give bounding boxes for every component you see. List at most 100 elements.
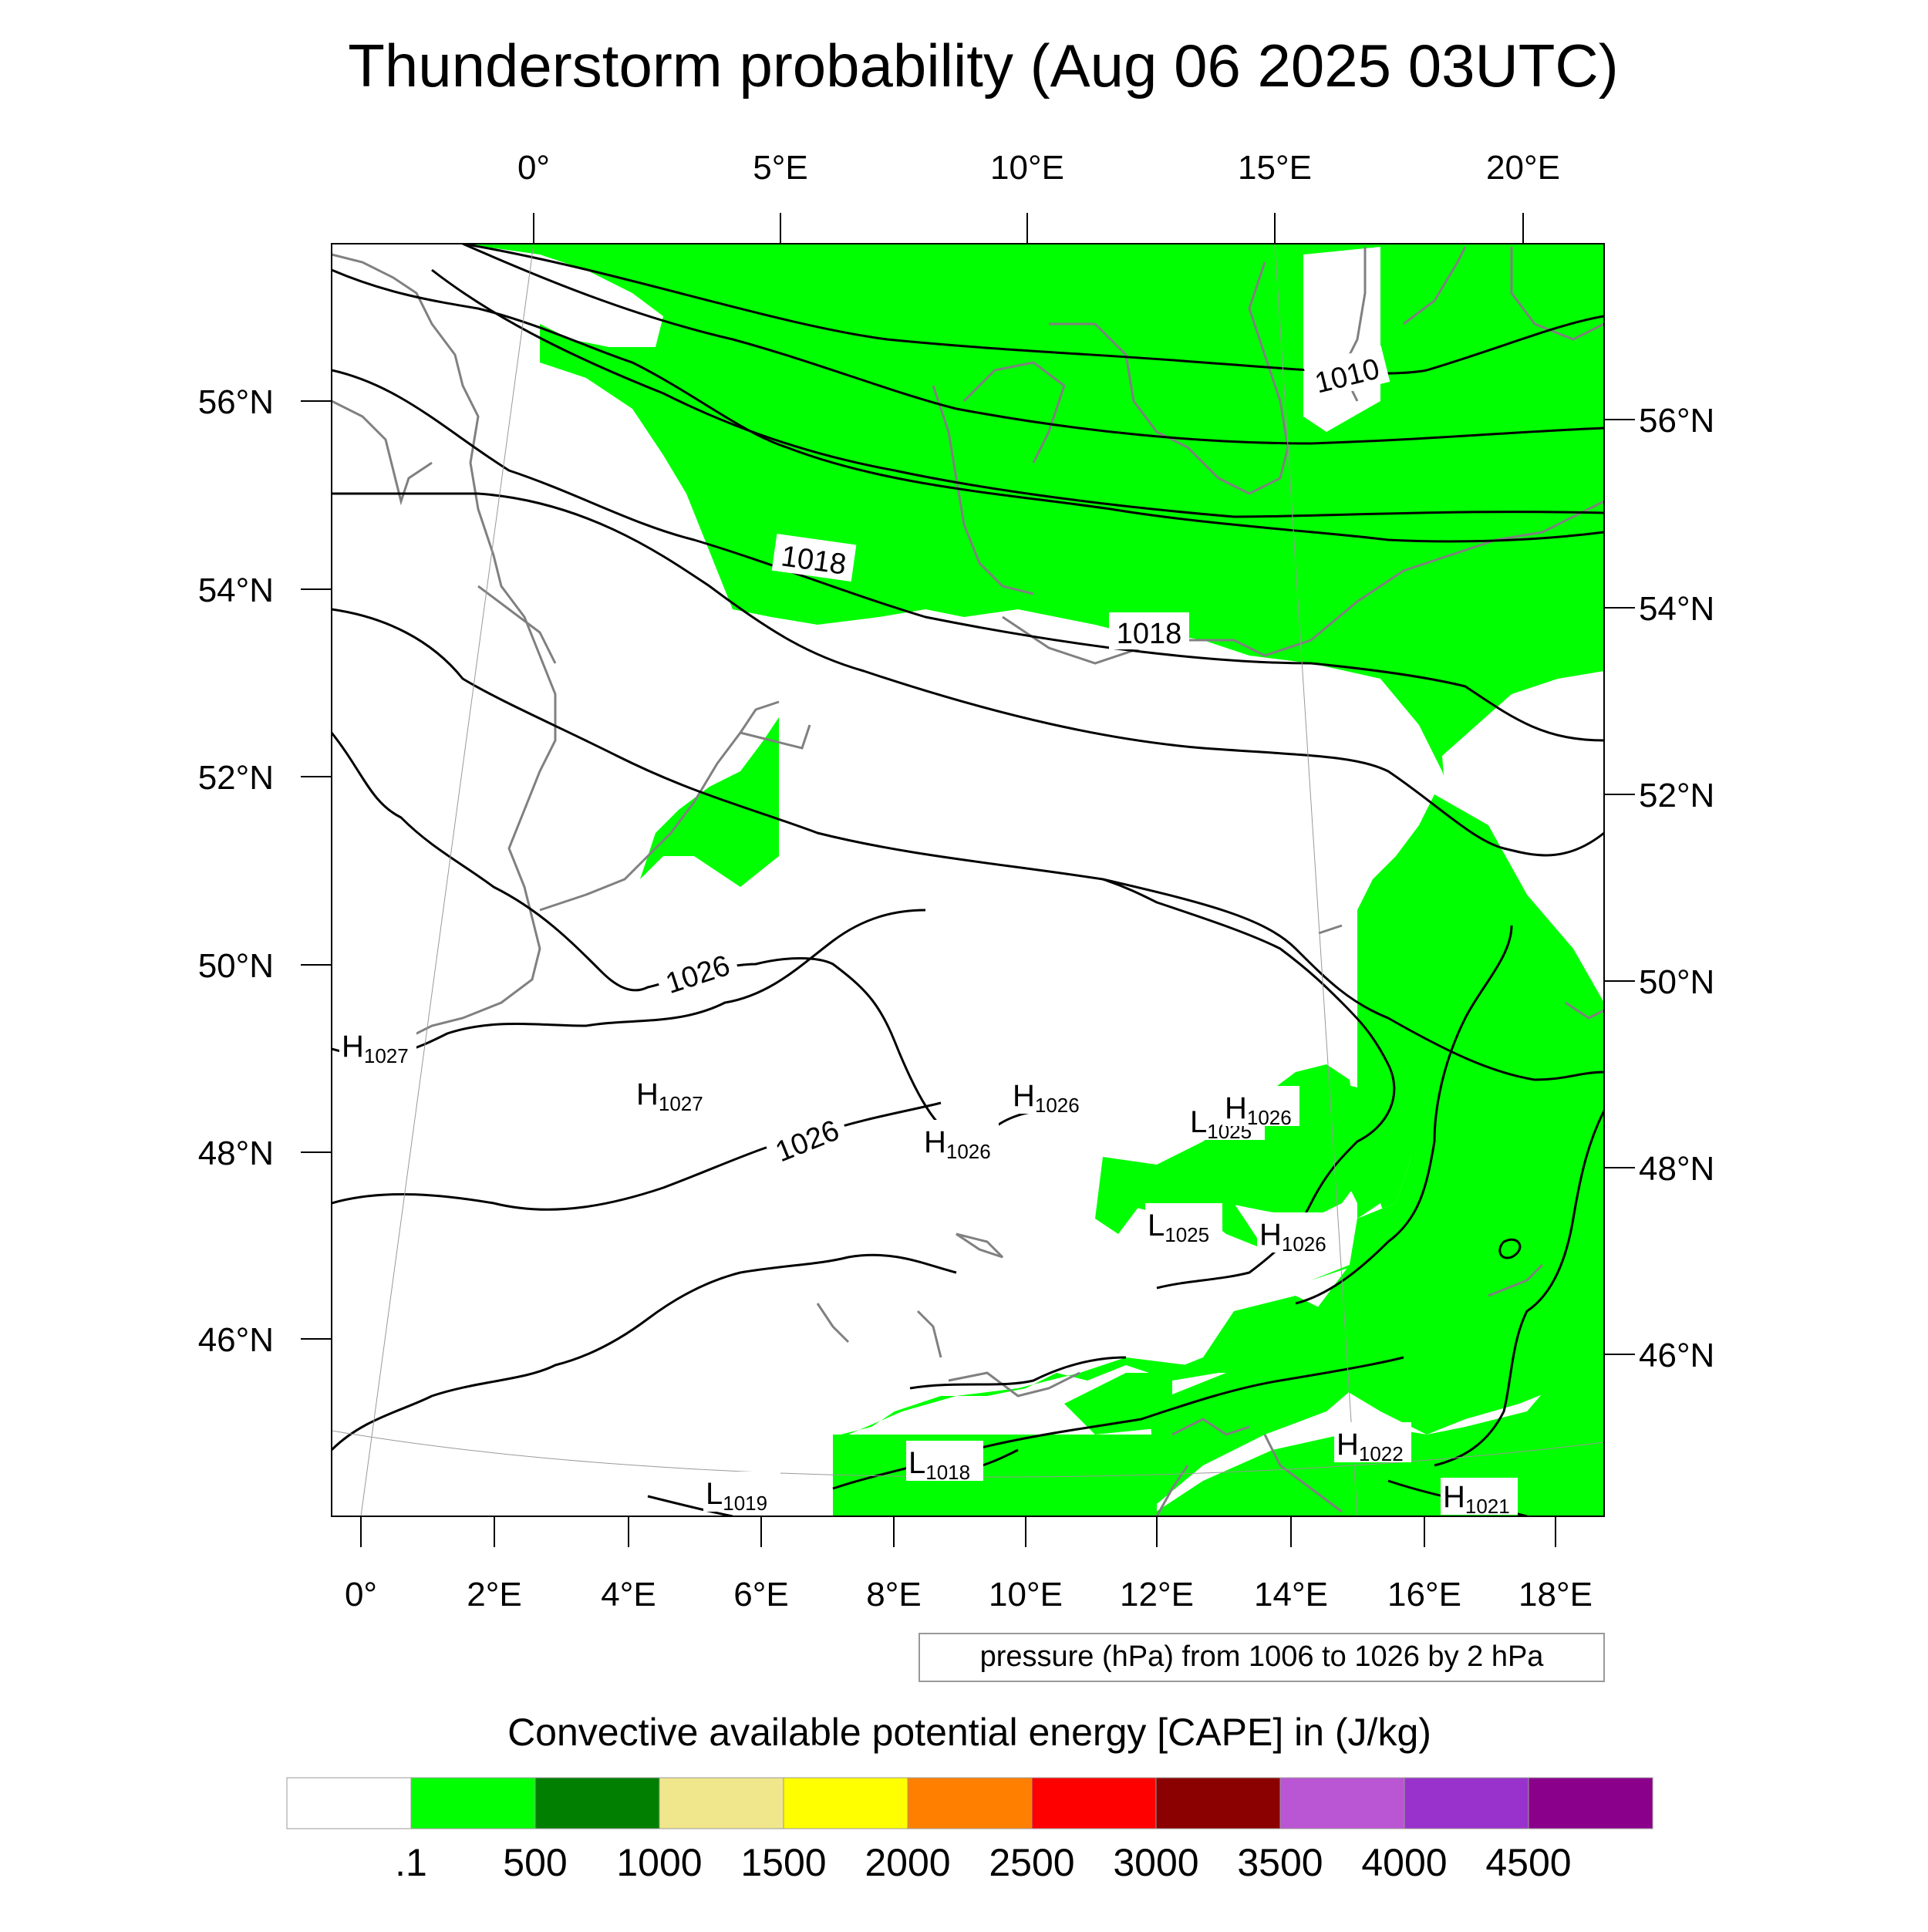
left-lat-label: 50°N — [198, 947, 274, 985]
colorbar-label: 4000 — [1361, 1841, 1447, 1884]
svg-text:H1027: H1027 — [636, 1077, 703, 1115]
left-lat-label: 54°N — [198, 572, 274, 609]
pressure-center: H1027 — [634, 1072, 711, 1115]
map-area: 1010 1018 1018 1026 1026 H1027 H1027 — [332, 244, 1604, 1516]
contour-label: 1018 — [771, 534, 857, 582]
colorbar-title: Convective available potential energy [C… — [507, 1711, 1431, 1754]
colorbar — [286, 1777, 1653, 1829]
pressure-center: H1021 — [1441, 1478, 1518, 1516]
colorbar-swatch — [286, 1777, 412, 1829]
right-lat-label: 56°N — [1639, 402, 1714, 440]
center-value: 1018 — [925, 1461, 970, 1484]
center-letter: H — [924, 1125, 946, 1159]
center-value: 1027 — [364, 1044, 409, 1067]
colorbar-label: 4500 — [1485, 1841, 1571, 1884]
bottom-lon-label: 2°E — [467, 1576, 521, 1613]
center-letter: H — [1336, 1428, 1359, 1462]
pressure-center: H1026 — [1010, 1074, 1087, 1117]
pressure-note-box: pressure (hPa) from 1006 to 1026 by 2 hP… — [918, 1633, 1605, 1682]
center-value: 1027 — [659, 1092, 703, 1115]
colorbar-swatch — [1404, 1777, 1529, 1829]
colorbar-label: .1 — [395, 1841, 427, 1884]
center-value: 1026 — [1035, 1094, 1080, 1117]
center-letter: L — [706, 1477, 723, 1511]
colorbar-swatch — [783, 1777, 908, 1829]
pressure-center: H1026 — [922, 1120, 999, 1163]
top-lon-label: 0° — [517, 149, 550, 187]
center-letter: H — [1259, 1218, 1282, 1252]
svg-text:H1026: H1026 — [1013, 1079, 1080, 1117]
map-frame — [331, 243, 1605, 1517]
svg-text:H1022: H1022 — [1336, 1428, 1404, 1465]
svg-text:H1026: H1026 — [1259, 1218, 1326, 1256]
right-lat-label: 46°N — [1639, 1337, 1714, 1374]
coastlines — [332, 246, 1604, 1516]
pressure-centers: H1027 H1027 H1026 H1026 L1025 H1026 — [339, 1024, 1518, 1516]
colorbar-swatch — [1279, 1777, 1405, 1829]
center-value: 1026 — [946, 1140, 991, 1163]
colorbar-swatch — [1528, 1777, 1653, 1829]
cape-shading — [463, 244, 1604, 1516]
colorbar-label: 2000 — [865, 1841, 950, 1884]
top-lon-label: 20°E — [1486, 149, 1560, 187]
bottom-lon-label: 6°E — [733, 1576, 788, 1613]
colorbar-swatch — [907, 1777, 1033, 1829]
bottom-lon-label: 8°E — [866, 1576, 921, 1613]
bottom-lon-label: 14°E — [1254, 1576, 1328, 1613]
colorbar-swatch — [1155, 1777, 1281, 1829]
colorbar-swatch — [410, 1777, 536, 1829]
contour-label: 1010 — [1303, 346, 1390, 401]
svg-text:L1019: L1019 — [706, 1477, 767, 1515]
pressure-center: H1026 — [1257, 1212, 1334, 1256]
svg-text:L1018: L1018 — [908, 1446, 970, 1484]
top-lon-label: 15°E — [1238, 149, 1312, 187]
bottom-lon-label: 18°E — [1518, 1576, 1593, 1613]
left-lat-label: 46°N — [198, 1321, 274, 1359]
left-lat-label: 56°N — [198, 383, 274, 421]
colorbar-label: 3500 — [1237, 1841, 1323, 1884]
top-lon-label: 5°E — [753, 149, 807, 187]
center-letter: L — [1148, 1209, 1165, 1242]
right-latitude-labels: 56°N 54°N 52°N 50°N 48°N 46°N — [1639, 402, 1714, 1374]
colorbar-label: 2500 — [989, 1841, 1074, 1884]
svg-text:H1026: H1026 — [924, 1125, 991, 1163]
bottom-lon-label: 12°E — [1120, 1576, 1194, 1613]
top-lon-label: 10°E — [990, 149, 1064, 187]
contour-label-text: 1018 — [1117, 618, 1182, 650]
pressure-center: H1026 — [1222, 1086, 1299, 1129]
center-value: 1026 — [1247, 1106, 1292, 1129]
center-letter: H — [1225, 1091, 1247, 1125]
bottom-lon-label: 4°E — [601, 1576, 656, 1613]
center-letter: L — [908, 1446, 925, 1480]
center-letter: H — [342, 1030, 364, 1064]
bottom-tick-marks — [360, 1516, 1556, 1547]
colorbar-labels: .1 500 1000 1500 2000 2500 3000 3500 4000 4500 — [395, 1841, 1571, 1884]
bottom-lon-label: 0° — [345, 1576, 377, 1613]
center-value: 1025 — [1165, 1223, 1209, 1246]
top-longitude-labels: 0° 5°E 10°E 15°E 20°E — [517, 149, 1560, 187]
bottom-lon-label: 10°E — [989, 1576, 1063, 1613]
left-lat-label: 52°N — [198, 759, 274, 797]
left-latitude-labels: 56°N 54°N 52°N 50°N 48°N 46°N — [198, 383, 274, 1359]
colorbar-swatch — [1031, 1777, 1157, 1829]
pressure-center: L1019 — [703, 1472, 780, 1515]
top-tick-marks — [533, 213, 1524, 244]
colorbar-label: 1500 — [740, 1841, 826, 1884]
svg-text:H1027: H1027 — [342, 1030, 409, 1067]
center-letter: H — [636, 1077, 659, 1111]
figure-title: Thunderstorm probability (Aug 06 2025 03… — [348, 32, 1618, 99]
center-value: 1019 — [723, 1492, 767, 1515]
pressure-center: L1018 — [906, 1441, 983, 1484]
pressure-center: H1027 — [339, 1024, 416, 1067]
svg-text:L1025: L1025 — [1148, 1209, 1209, 1246]
center-letter: L — [1190, 1105, 1207, 1139]
right-lat-label: 50°N — [1639, 963, 1714, 1001]
colorbar-label: 3000 — [1113, 1841, 1198, 1884]
pressure-center: L1025 — [1145, 1203, 1222, 1246]
left-tick-marks — [301, 400, 332, 1340]
center-letter: H — [1443, 1480, 1465, 1514]
colorbar-label: 500 — [503, 1841, 567, 1884]
pressure-note: pressure (hPa) from 1006 to 1026 by 2 hP… — [980, 1640, 1545, 1673]
